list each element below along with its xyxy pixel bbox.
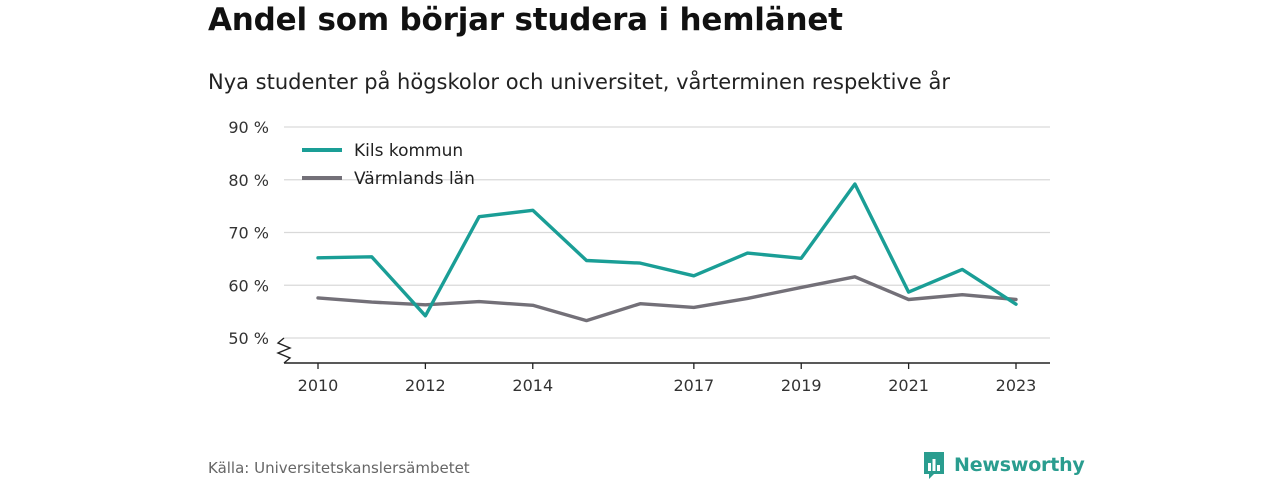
y-tick-label: 90 % — [228, 118, 269, 137]
x-tick-label: 2010 — [298, 376, 339, 395]
y-tick-label: 50 % — [228, 329, 269, 348]
x-tick-label: 2021 — [888, 376, 929, 395]
brand-logo: Newsworthy — [922, 450, 1085, 480]
legend-label: Kils kommun — [354, 141, 463, 161]
x-tick-label: 2014 — [512, 376, 553, 395]
line-chart: 50 %60 %70 %80 %90 % 2010 2012 2014 2017 201… — [228, 118, 1050, 395]
bar-chart-speech-bubble-icon — [924, 452, 944, 479]
x-tick-label: 2019 — [781, 376, 822, 395]
x-axis: 2010 2012 2014 2017 2019 2021 2023 — [284, 362, 1050, 395]
y-tick-label: 70 % — [228, 224, 269, 243]
x-tick-label: 2023 — [996, 376, 1037, 395]
legend-label: Värmlands län — [354, 169, 475, 189]
series-line-0 — [316, 182, 1018, 318]
axis-break-mark — [276, 337, 292, 364]
chart-subtitle: Nya studenter på högskolor och universit… — [208, 70, 950, 94]
legend: Kils kommun Värmlands län — [302, 141, 475, 189]
x-tick-label: 2017 — [673, 376, 714, 395]
y-axis: 50 % 60 % 70 % 80 % 90 % — [228, 118, 292, 364]
series-lines — [316, 182, 1018, 323]
source-note: Källa: Universitetskanslersämbetet — [208, 459, 470, 477]
y-tick-label: 60 % — [228, 276, 269, 295]
y-tick-label: 80 % — [228, 171, 269, 190]
brand-name: Newsworthy — [954, 454, 1085, 476]
series-line-1 — [316, 275, 1018, 323]
chart-title: Andel som börjar studera i hemlänet — [208, 2, 843, 38]
x-tick-label: 2012 — [405, 376, 446, 395]
